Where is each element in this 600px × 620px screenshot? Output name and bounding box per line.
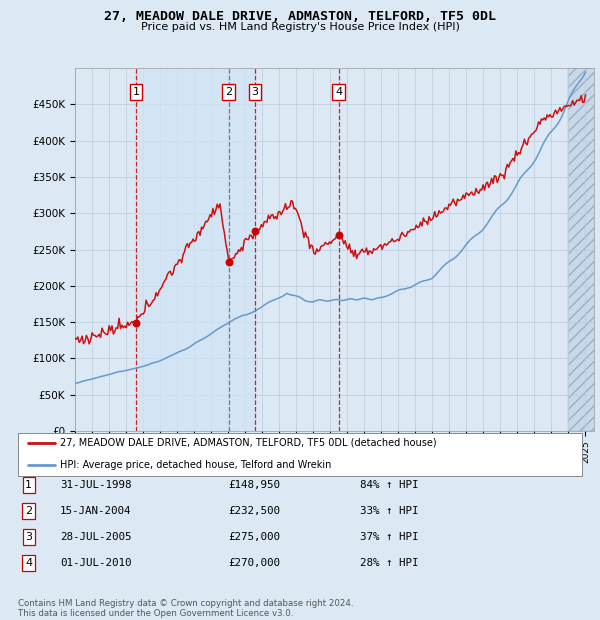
Text: 37% ↑ HPI: 37% ↑ HPI: [360, 532, 419, 542]
Text: 2: 2: [25, 506, 32, 516]
Text: 3: 3: [251, 87, 259, 97]
Text: 27, MEADOW DALE DRIVE, ADMASTON, TELFORD, TF5 0DL: 27, MEADOW DALE DRIVE, ADMASTON, TELFORD…: [104, 10, 496, 23]
Text: £270,000: £270,000: [228, 558, 280, 568]
Text: 31-JUL-1998: 31-JUL-1998: [60, 480, 131, 490]
Bar: [136, 68, 255, 431]
Point: [224, 257, 233, 267]
Text: 2: 2: [225, 87, 232, 97]
Text: £148,950: £148,950: [228, 480, 280, 490]
Text: Price paid vs. HM Land Registry's House Price Index (HPI): Price paid vs. HM Land Registry's House …: [140, 22, 460, 32]
Bar: [568, 68, 600, 431]
Text: 1: 1: [25, 480, 32, 490]
Text: 15-JAN-2004: 15-JAN-2004: [60, 506, 131, 516]
Text: Contains HM Land Registry data © Crown copyright and database right 2024.
This d: Contains HM Land Registry data © Crown c…: [18, 599, 353, 618]
Text: £275,000: £275,000: [228, 532, 280, 542]
Text: 4: 4: [25, 558, 32, 568]
Point: [131, 318, 141, 328]
Text: 01-JUL-2010: 01-JUL-2010: [60, 558, 131, 568]
Text: 28-JUL-2005: 28-JUL-2005: [60, 532, 131, 542]
Text: 3: 3: [25, 532, 32, 542]
Text: 27, MEADOW DALE DRIVE, ADMASTON, TELFORD, TF5 0DL (detached house): 27, MEADOW DALE DRIVE, ADMASTON, TELFORD…: [60, 438, 437, 448]
Text: 28% ↑ HPI: 28% ↑ HPI: [360, 558, 419, 568]
Text: 4: 4: [335, 87, 343, 97]
Text: £232,500: £232,500: [228, 506, 280, 516]
Text: 1: 1: [133, 87, 139, 97]
Text: 33% ↑ HPI: 33% ↑ HPI: [360, 506, 419, 516]
Text: HPI: Average price, detached house, Telford and Wrekin: HPI: Average price, detached house, Telf…: [60, 459, 332, 469]
Point: [250, 226, 260, 236]
Text: 84% ↑ HPI: 84% ↑ HPI: [360, 480, 419, 490]
Point: [334, 230, 344, 240]
